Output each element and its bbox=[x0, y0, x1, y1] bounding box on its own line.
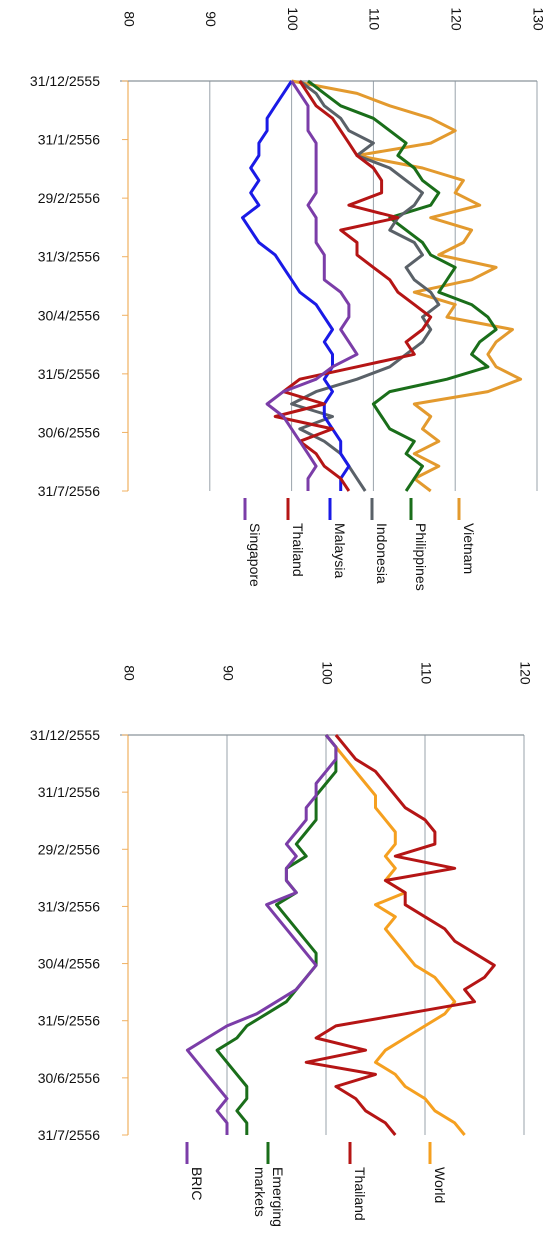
legend-label: Thailand bbox=[290, 523, 306, 577]
chart-2: 80 90 100 110 120 31/12/2555 31/1/2556 29/2/255… bbox=[30, 661, 533, 1227]
value-tick-label: 110 bbox=[418, 662, 434, 685]
date-tick-label: 30/4/2556 bbox=[38, 307, 100, 323]
series-line-bric bbox=[185, 734, 338, 1135]
date-tick-label: 31/7/2556 bbox=[38, 483, 100, 499]
value-tick-label: 120 bbox=[448, 7, 464, 31]
legend-label: Philippines bbox=[413, 523, 429, 591]
series-line-thailand bbox=[273, 80, 433, 492]
date-tick-label: 31/1/2556 bbox=[38, 132, 100, 148]
legend-label: Malaysia bbox=[332, 523, 348, 578]
date-tick-label: 31/5/2556 bbox=[38, 1013, 100, 1029]
legend-label: markets bbox=[252, 1167, 268, 1217]
value-tick-label: 90 bbox=[220, 665, 236, 681]
date-tick-label: 31/5/2556 bbox=[38, 366, 100, 382]
date-tick-label: 31/3/2556 bbox=[38, 898, 100, 914]
legend-label: Thailand bbox=[352, 1167, 368, 1221]
series-line-emerging-markets bbox=[215, 734, 338, 1135]
date-tick-label: 29/2/2556 bbox=[38, 841, 100, 857]
date-tick-label: 31/12/2555 bbox=[30, 73, 100, 89]
value-tick-label: 130 bbox=[530, 7, 546, 31]
series-line-world bbox=[324, 734, 466, 1136]
value-tick-label: 90 bbox=[203, 11, 219, 27]
legend-label: World bbox=[432, 1167, 448, 1203]
series-line-indonesia bbox=[290, 79, 441, 492]
value-tick-label: 100 bbox=[319, 661, 335, 685]
date-tick-label: 31/12/2555 bbox=[30, 727, 100, 743]
date-tick-label: 31/3/2556 bbox=[38, 249, 100, 265]
date-tick-label: 31/7/2556 bbox=[38, 1127, 100, 1143]
legend-label: Indonesia bbox=[374, 523, 390, 584]
chart-1: 80 90 100 110 120 130 31/12/2555 31/1/2556 29/2/… bbox=[30, 7, 546, 590]
legend-label: BRIC bbox=[189, 1167, 205, 1200]
legend-label: Emerging bbox=[270, 1167, 286, 1227]
date-tick-label: 31/1/2556 bbox=[38, 784, 100, 800]
series-line-malaysia bbox=[241, 80, 351, 491]
series-line-thailand bbox=[304, 734, 496, 1136]
legend-label: Singapore bbox=[247, 523, 263, 587]
series-line-singapore bbox=[265, 80, 359, 491]
value-tick-label: 120 bbox=[517, 661, 533, 685]
date-tick-label: 30/4/2556 bbox=[38, 956, 100, 972]
legend-label: Vietnam bbox=[461, 523, 477, 574]
date-tick-label: 29/2/2556 bbox=[38, 190, 100, 206]
value-tick-label: 80 bbox=[121, 11, 137, 27]
value-tick-label: 110 bbox=[367, 8, 383, 31]
date-tick-label: 30/6/2556 bbox=[38, 1070, 100, 1086]
date-tick-label: 30/6/2556 bbox=[38, 424, 100, 440]
series-line-philippines bbox=[307, 79, 498, 492]
value-tick-label: 100 bbox=[285, 7, 301, 31]
value-tick-label: 80 bbox=[121, 665, 137, 681]
